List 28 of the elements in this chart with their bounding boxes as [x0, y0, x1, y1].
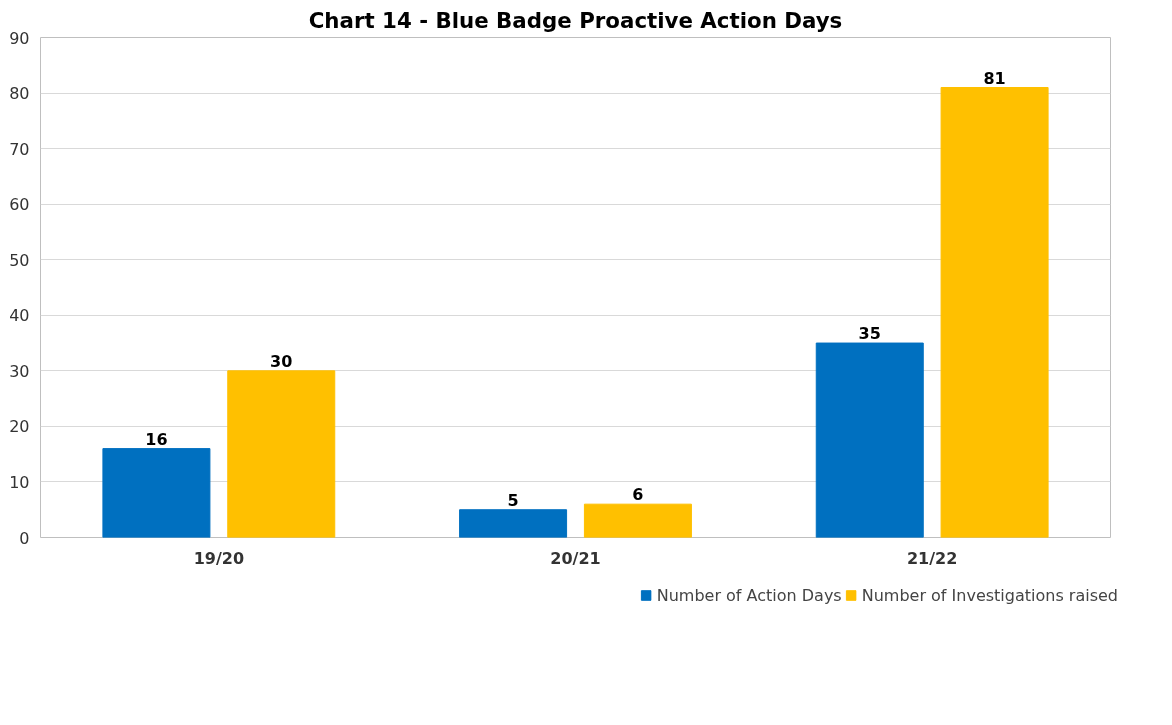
y-tick-label: 0 — [19, 528, 30, 548]
x-tick-label: 20/21 — [550, 548, 601, 568]
legend-label: Number of Investigations raised — [861, 585, 1118, 605]
y-tick-label: 90 — [9, 28, 30, 48]
y-tick-label: 10 — [9, 472, 30, 492]
data-label: 16 — [145, 429, 168, 449]
x-tick-label: 21/22 — [906, 548, 958, 568]
bar — [227, 370, 336, 538]
bar — [583, 503, 692, 538]
y-tick-label: 20 — [9, 417, 30, 437]
y-tick-label: 70 — [9, 139, 30, 159]
bar — [459, 509, 568, 538]
y-tick-label: 80 — [9, 84, 30, 104]
data-label: 5 — [507, 490, 519, 510]
y-tick-label: 50 — [9, 250, 30, 270]
legend-label: Number of Action Days — [656, 585, 842, 605]
x-tick-label: 19/20 — [193, 548, 245, 568]
y-tick-label: 30 — [9, 361, 30, 381]
data-label: 30 — [270, 351, 293, 371]
y-tick-label: 40 — [9, 306, 30, 326]
y-tick-label: 60 — [9, 195, 30, 215]
data-label: 81 — [983, 68, 1006, 88]
bar — [815, 342, 924, 538]
data-label: 35 — [858, 324, 881, 344]
chart-title: Chart 14 - Blue Badge Proactive Action Days — [308, 7, 843, 33]
bar — [940, 87, 1049, 538]
bar — [102, 448, 211, 538]
data-label: 6 — [632, 485, 644, 505]
